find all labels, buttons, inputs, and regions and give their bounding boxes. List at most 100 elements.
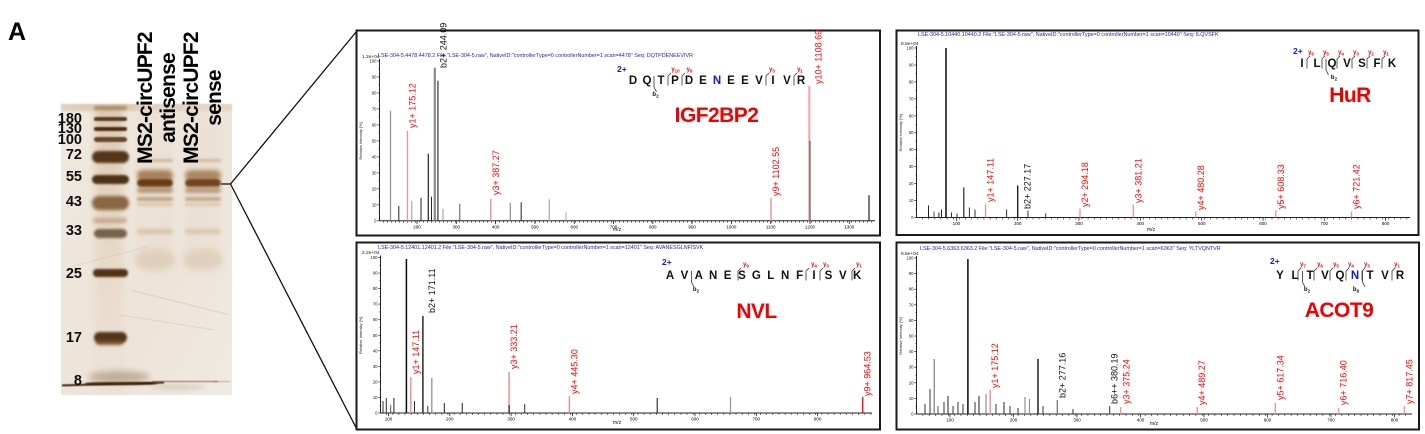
svg-text:y2+ 294.18: y2+ 294.18	[1080, 162, 1090, 207]
svg-text:600: 600	[1259, 221, 1267, 226]
svg-text:2+: 2+	[617, 64, 627, 74]
svg-text:y2: y2	[1368, 50, 1374, 56]
svg-text:y5: y5	[1323, 50, 1329, 56]
svg-text:10: 10	[909, 396, 914, 401]
svg-text:90: 90	[373, 271, 378, 276]
svg-text:10: 10	[372, 202, 377, 207]
svg-text:200: 200	[446, 417, 454, 422]
svg-text:600: 600	[570, 224, 578, 229]
svg-text:K: K	[853, 270, 862, 282]
svg-text:50: 50	[909, 130, 914, 135]
svg-text:I: I	[812, 270, 815, 282]
svg-text:y6: y6	[1308, 50, 1314, 56]
svg-text:30: 30	[373, 364, 378, 369]
svg-text:900: 900	[688, 224, 696, 229]
svg-text:V: V	[681, 270, 689, 282]
svg-text:y7+ 817.45: y7+ 817.45	[1404, 359, 1414, 404]
svg-text:y4+ 480.28: y4+ 480.28	[1196, 165, 1206, 210]
svg-text:I: I	[1300, 58, 1303, 70]
svg-text:V: V	[1321, 270, 1329, 282]
svg-text:LSE-304-5.6363.6363.2 File:"LS: LSE-304-5.6363.6363.2 File:"LSE-304-5.ra…	[920, 246, 1221, 252]
svg-text:30: 30	[909, 365, 914, 370]
svg-text:1.2e+04: 1.2e+04	[362, 54, 380, 60]
svg-text:y9: y9	[687, 67, 693, 73]
svg-text:0: 0	[911, 412, 914, 417]
svg-text:40: 40	[909, 349, 914, 354]
svg-text:700: 700	[610, 224, 618, 229]
svg-text:LSE-304-5.4478.4478.2 File:"LS: LSE-304-5.4478.4478.2 File:"LSE-304-5.ra…	[378, 53, 693, 59]
svg-text:y5+ 617.34: y5+ 617.34	[1275, 355, 1285, 400]
svg-text:y1: y1	[856, 262, 862, 268]
svg-text:F: F	[796, 270, 803, 282]
svg-text:Q: Q	[643, 75, 652, 87]
svg-text:y4: y4	[1338, 50, 1344, 56]
svg-text:y1: y1	[1394, 262, 1400, 268]
svg-text:y4+ 489.27: y4+ 489.27	[1197, 360, 1207, 405]
svg-text:80: 80	[373, 286, 378, 291]
svg-text:LSE-304-5.10440.10440.2 File:": LSE-304-5.10440.10440.2 File:"LSE-304-5.…	[918, 32, 1219, 38]
svg-text:2+: 2+	[662, 257, 672, 267]
svg-text:70: 70	[909, 96, 914, 101]
svg-text:90: 90	[372, 75, 377, 80]
svg-text:600: 600	[1264, 418, 1272, 423]
svg-text:y4: y4	[811, 262, 817, 268]
svg-text:N: N	[713, 75, 721, 87]
svg-text:y10: y10	[671, 67, 680, 73]
svg-text:Relative Intensity [%]: Relative Intensity [%]	[358, 122, 363, 159]
svg-text:T: T	[1306, 270, 1313, 282]
svg-text:50: 50	[909, 334, 914, 339]
svg-text:L: L	[767, 270, 774, 282]
svg-text:V: V	[1381, 270, 1389, 282]
svg-text:N: N	[781, 270, 789, 282]
svg-text:40: 40	[909, 147, 914, 152]
svg-text:200: 200	[413, 224, 421, 229]
svg-text:500: 500	[1200, 418, 1208, 423]
svg-text:b6++ 380.19: b6++ 380.19	[1110, 353, 1120, 404]
svg-text:100: 100	[907, 46, 915, 51]
svg-text:Relative Intensity [%]: Relative Intensity [%]	[898, 317, 903, 354]
svg-text:20: 20	[909, 380, 914, 385]
svg-text:400: 400	[492, 224, 500, 229]
svg-text:L: L	[1291, 270, 1298, 282]
svg-text:V: V	[755, 75, 763, 87]
svg-text:y3+ 387.27: y3+ 387.27	[491, 150, 501, 195]
svg-text:b2+ 277.16: b2+ 277.16	[1057, 353, 1067, 398]
svg-text:500: 500	[531, 224, 539, 229]
svg-text:60: 60	[909, 318, 914, 323]
svg-text:S: S	[825, 270, 833, 282]
svg-text:8.5e+04: 8.5e+04	[901, 251, 919, 257]
svg-text:0: 0	[375, 411, 378, 416]
svg-text:200: 200	[1010, 418, 1018, 423]
svg-text:y3: y3	[769, 67, 775, 73]
svg-text:y4: y4	[1348, 262, 1354, 268]
svg-text:40: 40	[372, 154, 377, 159]
svg-text:100: 100	[371, 255, 379, 260]
svg-text:100: 100	[370, 59, 378, 64]
svg-text:60: 60	[373, 317, 378, 322]
svg-text:300: 300	[1075, 221, 1083, 226]
svg-text:E: E	[727, 75, 735, 87]
svg-text:Q: Q	[1328, 58, 1337, 70]
svg-text:1200: 1200	[805, 224, 816, 229]
svg-text:800: 800	[1391, 418, 1399, 423]
svg-text:y9: y9	[743, 262, 749, 268]
svg-text:300: 300	[453, 224, 461, 229]
svg-text:20: 20	[372, 186, 377, 191]
svg-text:400: 400	[1137, 221, 1145, 226]
svg-text:Q: Q	[1336, 270, 1345, 282]
svg-text:y7: y7	[1300, 262, 1306, 268]
svg-text:b2: b2	[1331, 75, 1338, 81]
svg-text:E: E	[741, 75, 749, 87]
svg-text:y9+ 1102.55: y9+ 1102.55	[771, 147, 781, 196]
svg-text:90: 90	[909, 271, 914, 276]
svg-text:K: K	[1388, 58, 1397, 70]
svg-text:b2: b2	[693, 287, 700, 293]
svg-text:ACOT9: ACOT9	[1305, 299, 1373, 322]
svg-text:40: 40	[373, 348, 378, 353]
svg-text:700: 700	[1321, 221, 1329, 226]
svg-text:1300: 1300	[844, 224, 855, 229]
svg-text:LSE-304-5.12401.12401.2 File:": LSE-304-5.12401.12401.2 File:"LSE-304-5.…	[378, 245, 704, 251]
svg-text:L: L	[1313, 58, 1320, 70]
svg-text:y1+ 147.11: y1+ 147.11	[411, 330, 421, 374]
svg-text:700: 700	[1327, 418, 1335, 423]
